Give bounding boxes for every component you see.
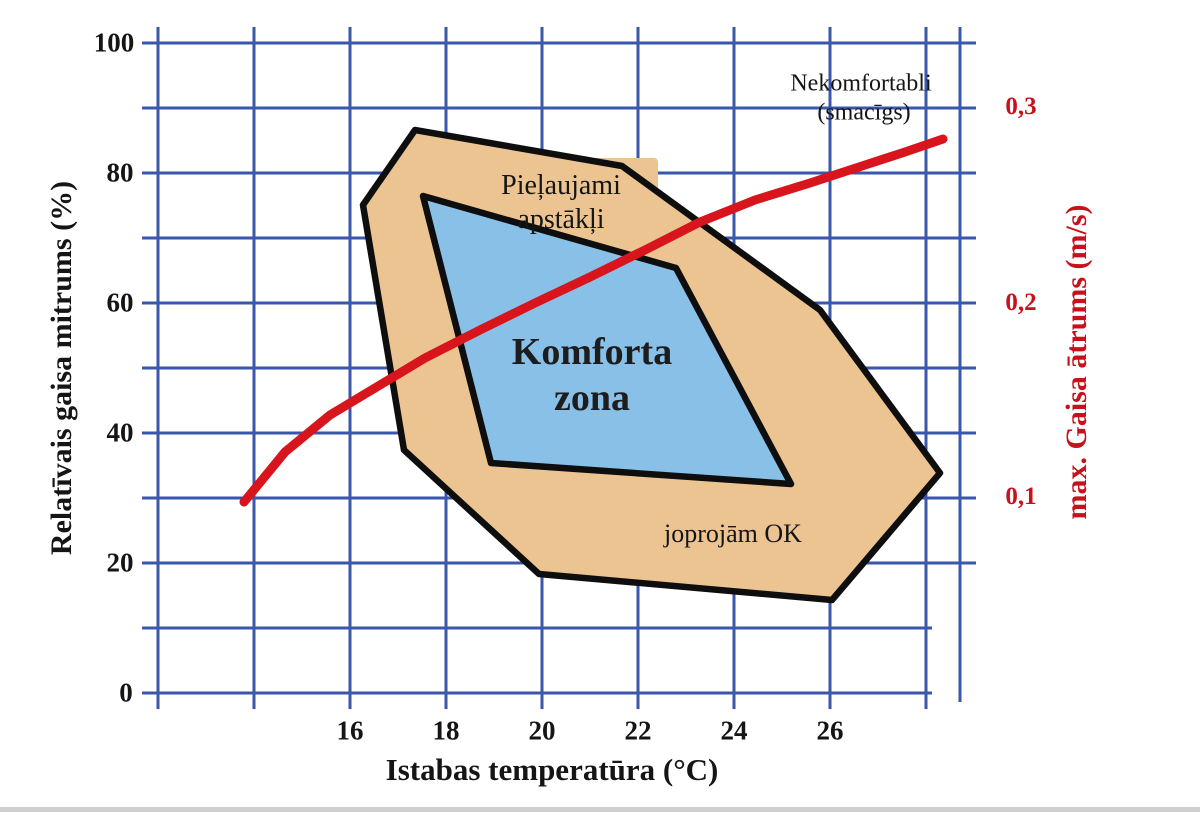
annotation-comfort-line2: zona: [554, 377, 630, 419]
right-tick-0-3: 0,3: [1005, 93, 1037, 120]
right-tick-0-1: 0,1: [1005, 483, 1037, 510]
x-tick-20: 20: [528, 715, 556, 746]
annotation-comfort-line1: Komforta: [511, 331, 673, 373]
x-tick-22: 22: [624, 715, 652, 746]
x-tick-26: 26: [816, 715, 844, 746]
right-axis-label: max. Gaisa ātrums (m/s): [1060, 204, 1093, 520]
right-tick-0-2: 0,2: [1005, 289, 1037, 316]
x-tick-18: 18: [432, 715, 460, 746]
scan-artifact-line: [0, 807, 1200, 812]
air-speed-curve: [239, 134, 948, 507]
annotation-still-ok: joprojām OK: [664, 519, 802, 548]
comfort-zone-polygon: [419, 192, 795, 488]
y-tick-60: 60: [106, 287, 134, 318]
annotation-acceptable-line2: apstākļi: [517, 204, 605, 235]
y-tick-80: 80: [106, 157, 134, 188]
annotation-uncomfortable-line2: (smacīgs): [817, 99, 911, 126]
annotation-acceptable-line1: Pieļaujami: [501, 170, 621, 201]
x-tick-16: 16: [336, 715, 364, 746]
y-tick-0: 0: [119, 677, 133, 708]
y-tick-40: 40: [106, 417, 134, 448]
y-axis-label: Relatīvais gaisa mitrums (%): [45, 180, 78, 556]
annotation-uncomfortable-line1: Nekomfortabli: [790, 70, 932, 97]
x-axis-label: Istabas temperatūra (°C): [385, 752, 719, 787]
y-tick-100: 100: [93, 27, 135, 58]
y-tick-20: 20: [106, 547, 134, 578]
x-tick-24: 24: [720, 715, 748, 746]
